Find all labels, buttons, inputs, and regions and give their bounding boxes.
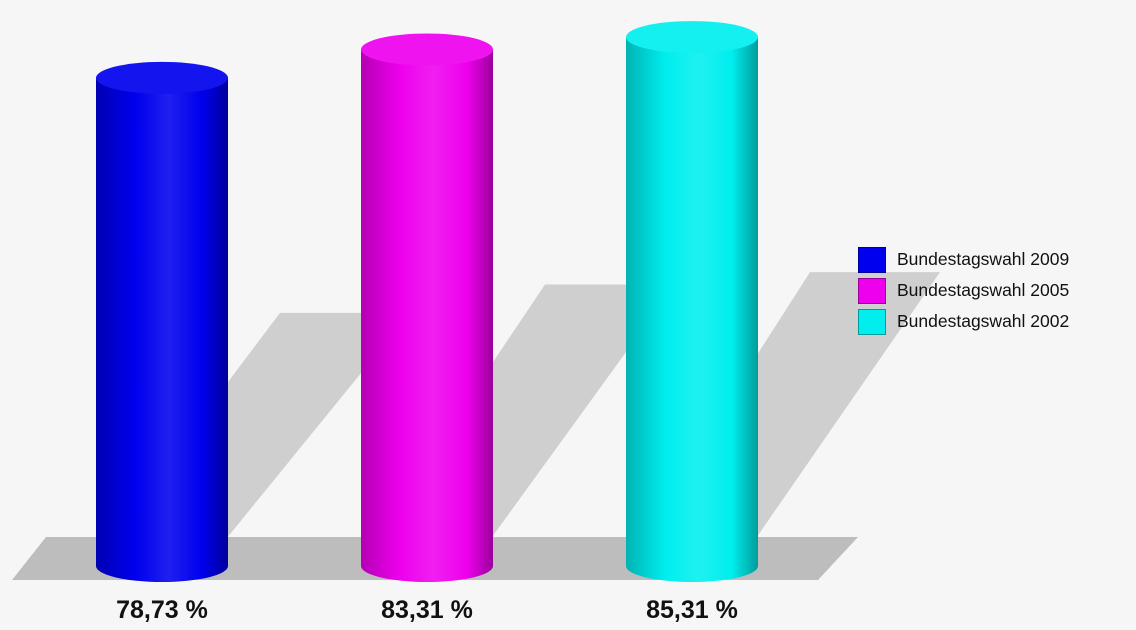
legend-label: Bundestagswahl 2005 bbox=[897, 280, 1070, 300]
value-label: 85,31 % bbox=[646, 596, 738, 624]
value-label: 78,73 % bbox=[116, 596, 208, 624]
bar-cylinder-body bbox=[626, 37, 758, 582]
bar-cylinder-body bbox=[96, 77, 228, 583]
legend-item: Bundestagswahl 2009 bbox=[858, 244, 1069, 275]
bar-cylinder-top bbox=[96, 61, 228, 94]
legend-swatch bbox=[858, 277, 886, 304]
value-label: 83,31 % bbox=[381, 596, 473, 624]
legend: Bundestagswahl 2009 Bundestagswahl 2005 … bbox=[858, 244, 1069, 337]
legend-swatch bbox=[858, 308, 886, 335]
legend-label: Bundestagswahl 2002 bbox=[897, 311, 1070, 331]
legend-swatch bbox=[858, 246, 886, 273]
bar-cylinder-body bbox=[361, 49, 493, 582]
bar-cylinder-top bbox=[626, 21, 758, 54]
bar-cylinder-top bbox=[361, 33, 493, 66]
legend-label: Bundestagswahl 2009 bbox=[897, 249, 1070, 269]
legend-item: Bundestagswahl 2005 bbox=[858, 275, 1069, 306]
legend-item: Bundestagswahl 2002 bbox=[858, 306, 1069, 337]
